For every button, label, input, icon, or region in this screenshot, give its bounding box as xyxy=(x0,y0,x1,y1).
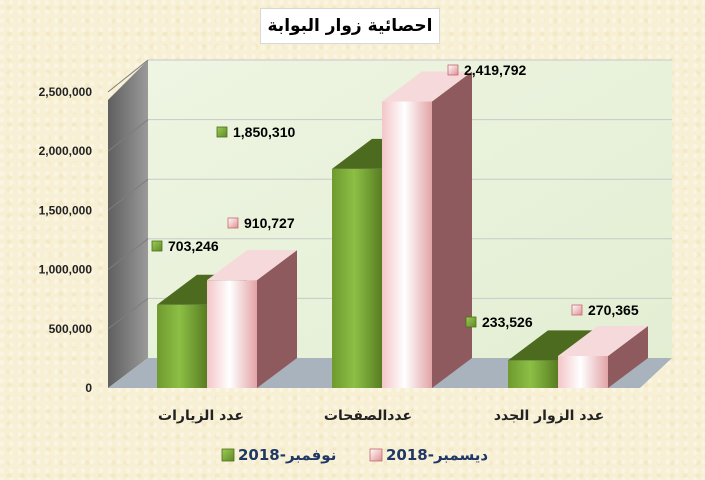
data-label-marker-green xyxy=(151,240,163,252)
y-tick-label: 1,000,000 xyxy=(39,263,93,277)
data-label-pink: 2,419,792 xyxy=(464,62,526,78)
bar-pink xyxy=(207,280,257,388)
x-category-label: عددالصفحات xyxy=(324,408,412,424)
data-label-marker-green xyxy=(465,316,477,328)
gridline-side xyxy=(107,119,149,152)
data-label-green: 1,850,310 xyxy=(233,124,295,140)
data-label-marker-green xyxy=(216,126,228,138)
y-tick-label: 1,500,000 xyxy=(39,203,93,217)
bar-top-pink xyxy=(558,325,648,356)
legend-label-green: نوفمبر-2018 xyxy=(238,446,336,464)
bar-green xyxy=(332,168,382,388)
bar-side-pink xyxy=(432,71,472,388)
data-label-marker-pink xyxy=(227,217,239,229)
bar-top-pink xyxy=(207,250,297,281)
bar-top-green xyxy=(508,330,598,361)
bar-pink xyxy=(382,101,432,388)
data-label-pink: 910,727 xyxy=(244,215,295,231)
chart-title-text: احصائية زوار البوابة xyxy=(267,16,433,36)
bar-green xyxy=(508,360,558,388)
chart-title: احصائية زوار البوابة xyxy=(260,8,440,44)
bar-green xyxy=(157,304,207,388)
bar-side-pink xyxy=(257,250,297,388)
data-label-green: 703,246 xyxy=(168,238,219,254)
bar-side-pink xyxy=(608,325,648,388)
legend-label-pink: ديسمبر-2018 xyxy=(386,446,488,464)
bar-top-pink xyxy=(382,71,472,102)
left-wall xyxy=(108,60,148,388)
x-category-label: عدد الزيارات xyxy=(158,408,244,424)
legend-marker-pink xyxy=(369,448,383,462)
x-category-label: عدد الزوار الجدد xyxy=(494,408,604,424)
legend-marker-green xyxy=(221,448,235,462)
y-tick-label: 0 xyxy=(85,381,92,395)
y-tick-label: 500,000 xyxy=(49,322,93,336)
gridline-side xyxy=(107,238,149,270)
gridline-side xyxy=(107,298,149,330)
gridline-side xyxy=(107,178,149,211)
data-label-marker-pink xyxy=(447,64,459,76)
bar-pink xyxy=(558,355,608,388)
data-label-pink: 270,365 xyxy=(588,302,639,318)
data-label-marker-pink xyxy=(571,304,583,316)
data-label-green: 233,526 xyxy=(482,314,533,330)
gridline-side xyxy=(107,59,149,93)
y-tick-label: 2,000,000 xyxy=(39,144,93,158)
y-tick-label: 2,500,000 xyxy=(39,85,93,99)
